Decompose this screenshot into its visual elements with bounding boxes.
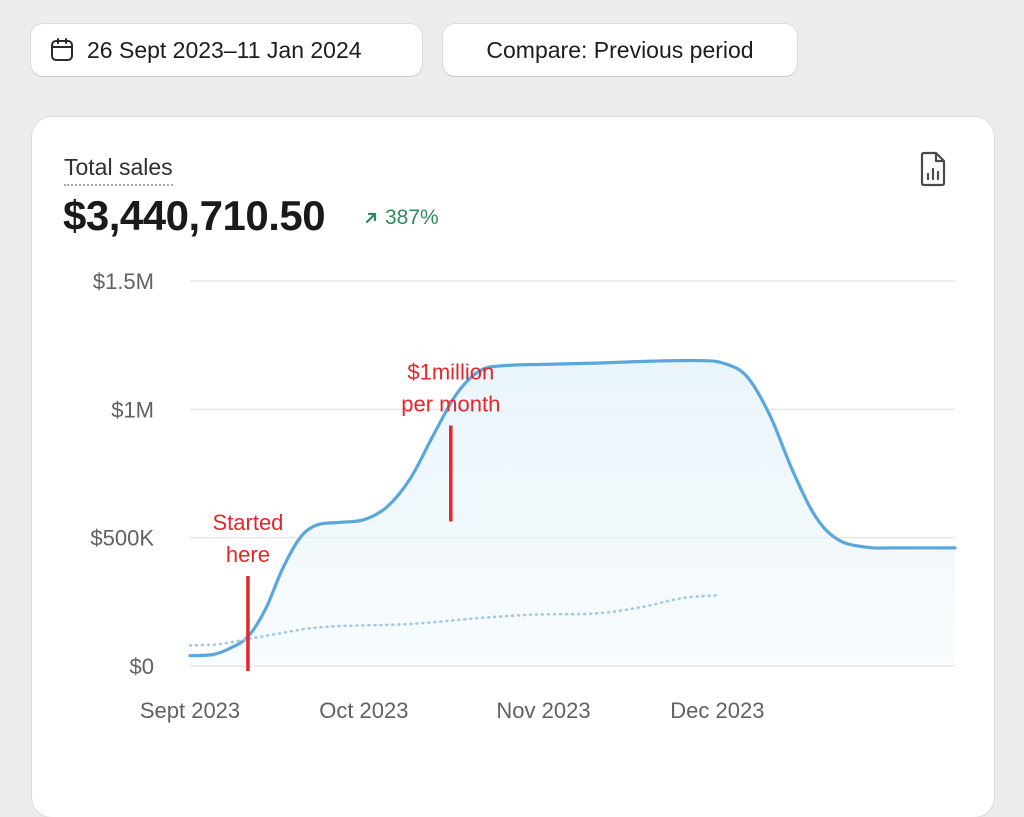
y-tick-label: $500K [90,526,154,551]
annotation-text: $1million [407,360,494,385]
calendar-icon [49,37,75,63]
date-range-label: 26 Sept 2023–11 Jan 2024 [87,36,362,63]
compare-period-label: Compare: Previous period [486,36,754,63]
date-range-picker[interactable]: 26 Sept 2023–11 Jan 2024 [31,24,422,76]
x-tick-label: Oct 2023 [319,698,408,723]
y-tick-label: $1M [111,397,154,422]
sales-series-line [188,358,957,658]
annotation-text: per month [401,392,500,417]
metric-value: $3,440,710.50 [63,192,326,239]
metric-change-value: 387% [385,206,439,229]
sales-area-fill [190,360,955,666]
compare-period-button[interactable]: Compare: Previous period [443,24,797,76]
metric-title[interactable]: Total sales [64,154,173,186]
arrow-up-right-icon [365,212,377,224]
y-tick-label: $1.5M [93,269,154,294]
comparison-series-line [188,594,719,647]
sales-chart: $0 $500K $1M $1.5M Sept 2023 Oct 2023 Nov 2023… [90,269,957,723]
x-tick-label: Dec 2023 [670,698,764,723]
annotation-text: Started [212,510,283,535]
annotation-text: here [226,542,270,567]
y-tick-label: $0 [130,654,154,679]
x-tick-label: Sept 2023 [140,698,240,723]
metric-change-badge: 387% [364,206,439,230]
x-tick-label: Nov 2023 [496,698,590,723]
report-export-button[interactable] [916,150,950,188]
report-export-icon [920,151,946,187]
